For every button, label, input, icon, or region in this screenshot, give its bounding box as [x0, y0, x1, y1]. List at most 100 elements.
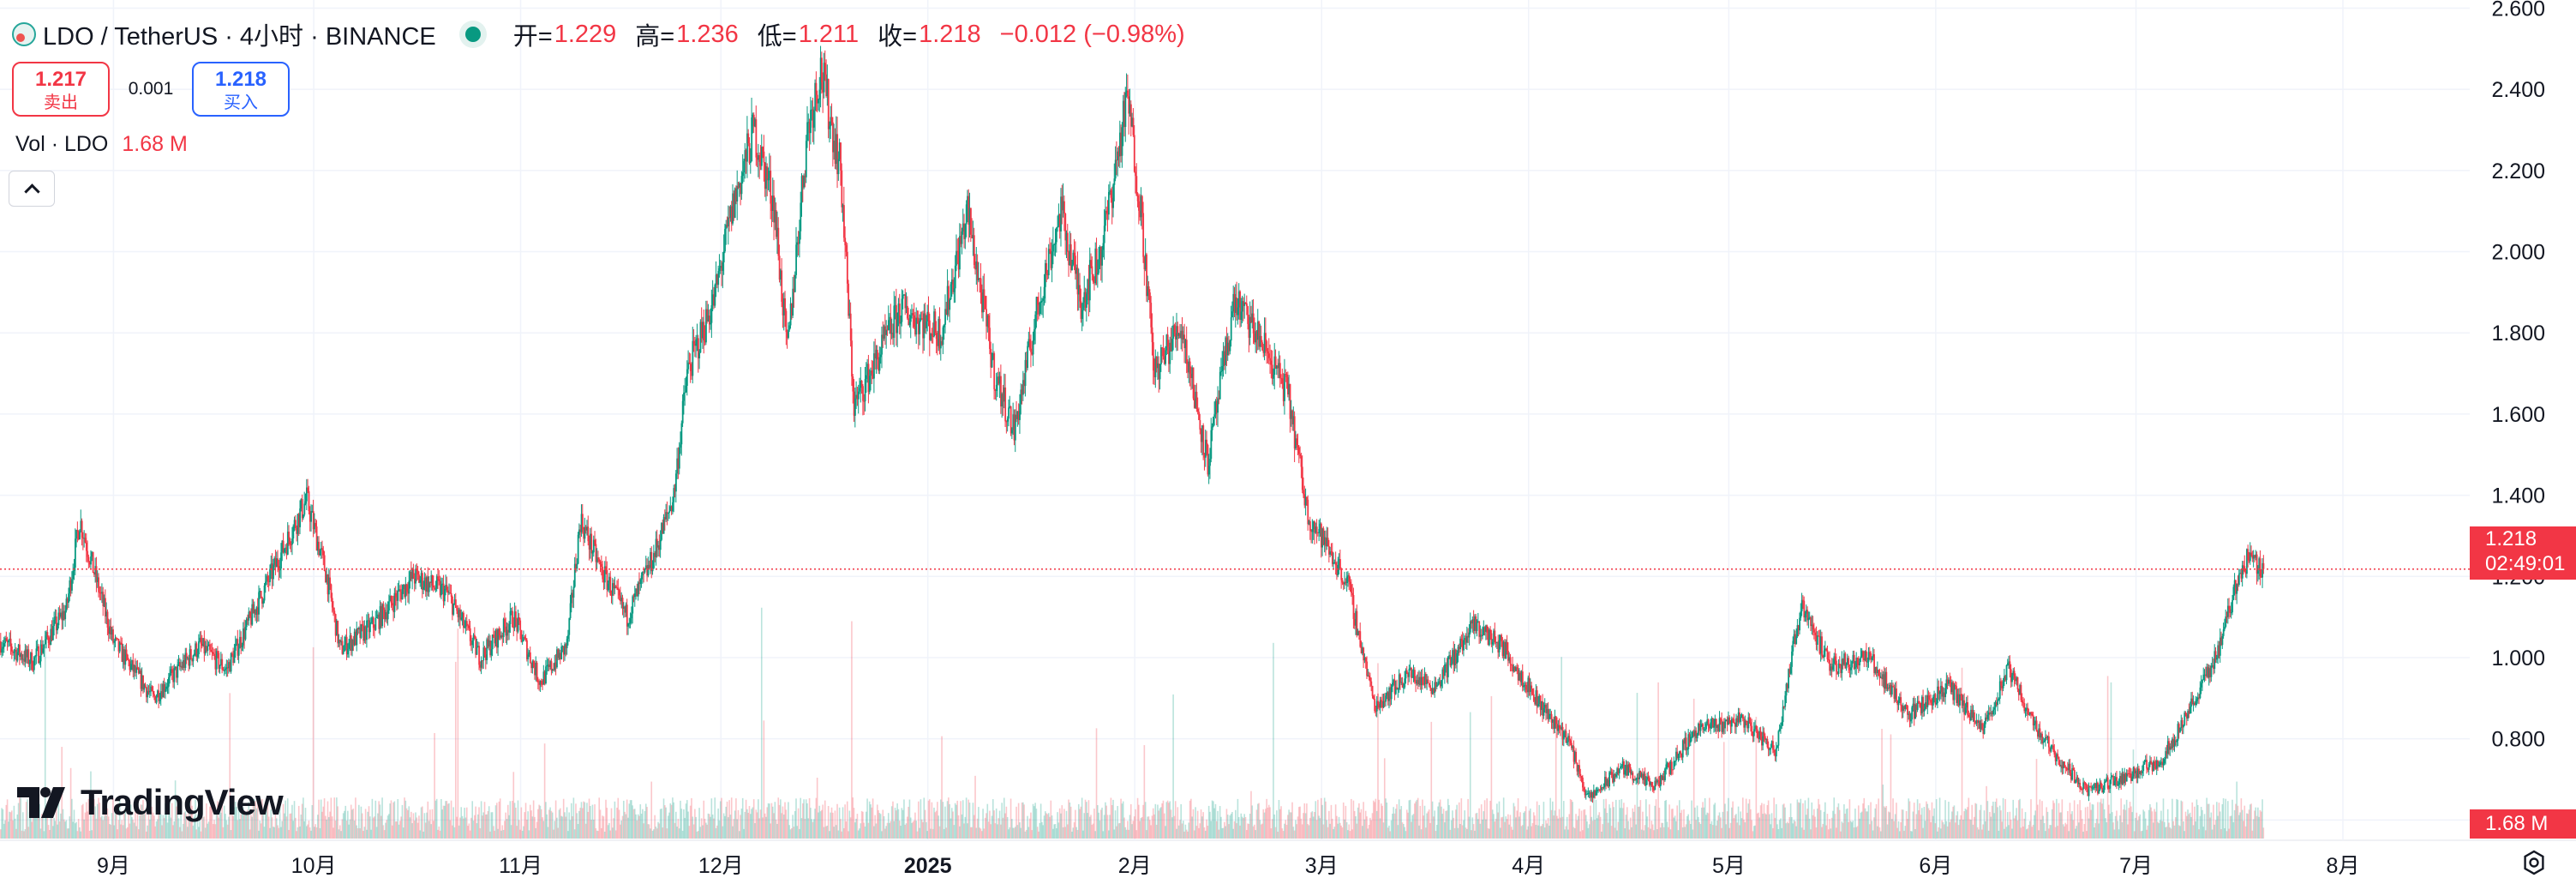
volume-bar: [1637, 806, 1639, 839]
volume-bar: [2083, 823, 2086, 839]
volume-bar: [182, 823, 184, 839]
volume-bar: [662, 827, 664, 839]
candle-body: [1125, 90, 1128, 93]
candle-body: [1417, 680, 1419, 685]
volume-bar: [1501, 817, 1502, 839]
candle-body: [1597, 789, 1600, 791]
volume-bar: [1655, 799, 1657, 839]
candle-body: [169, 673, 171, 677]
volume-bar: [1496, 803, 1498, 839]
candle-body: [1147, 286, 1149, 297]
volume-bar: [435, 798, 438, 839]
volume-bar: [1811, 802, 1813, 839]
candle-body: [311, 511, 314, 513]
volume-bar: [1706, 812, 1709, 839]
volume-bar: [1226, 815, 1229, 839]
candle-body: [1471, 619, 1474, 624]
volume-bar: [125, 828, 128, 839]
candle-body: [1300, 456, 1303, 467]
volume-bar: [2067, 810, 2069, 839]
volume-bar: [2222, 798, 2225, 839]
volume-bar: [807, 818, 810, 839]
candle-body: [804, 175, 806, 177]
candle-body: [446, 585, 448, 591]
candle-body: [93, 573, 95, 575]
candle-body: [1407, 673, 1410, 677]
candle-body: [1489, 629, 1492, 634]
volume-bar: [1841, 821, 1843, 839]
volume-bar: [380, 815, 382, 839]
volume-bar: [1079, 809, 1081, 839]
volume-bar: [2135, 817, 2136, 839]
volume-bar: [262, 813, 264, 839]
volume-bar: [2229, 815, 2232, 839]
volume-bar: [1269, 807, 1271, 839]
volume-bar: [740, 815, 741, 839]
candle-body: [170, 669, 172, 674]
candle-body: [251, 604, 254, 625]
volume-bar: [222, 827, 225, 839]
volume-bar: [1147, 816, 1150, 839]
volume-bar: [1610, 826, 1613, 839]
volume-bar: [1946, 826, 1949, 839]
candle-body: [1247, 305, 1249, 324]
volume-bar: [550, 810, 553, 839]
candle-body: [1017, 411, 1020, 420]
candle-body: [1039, 303, 1041, 315]
volume-bar: [1200, 809, 1202, 839]
volume-bar: [658, 823, 661, 839]
candle-body: [236, 639, 238, 645]
volume-bar: [103, 816, 105, 839]
volume-bar: [532, 800, 535, 839]
volume-bar: [549, 807, 551, 839]
candle-body: [995, 384, 997, 391]
volume-bar: [976, 818, 979, 839]
candle-body: [405, 584, 408, 592]
candle-body: [1501, 634, 1503, 642]
volume-bar: [2218, 803, 2220, 839]
candle-body: [642, 571, 644, 576]
volume-bar: [654, 815, 656, 839]
volume-bar: [15, 828, 17, 839]
volume-bar: [1889, 812, 1890, 839]
candle-body: [1209, 459, 1211, 466]
volume-bar: [643, 823, 644, 839]
candle-body: [539, 681, 542, 685]
candle-body: [488, 640, 490, 647]
volume-bar: [2076, 804, 2079, 839]
volume-bar: [829, 831, 830, 839]
volume-bar: [621, 815, 624, 839]
volume-bar: [1255, 809, 1258, 839]
volume-bar: [1567, 829, 1569, 839]
time-tick-label: 6月: [1919, 854, 1952, 878]
volume-bar: [732, 826, 734, 839]
candle-body: [1033, 329, 1035, 341]
candle-body: [908, 322, 911, 326]
volume-bar: [1262, 809, 1265, 839]
volume-bar: [560, 815, 562, 839]
candle-body: [1133, 135, 1135, 172]
volume-bar: [1525, 806, 1527, 839]
volume-bar: [1482, 819, 1483, 839]
volume-bar: [234, 802, 237, 839]
volume-bar: [751, 809, 752, 839]
volume-bar: [1747, 803, 1750, 839]
volume-bar: [1400, 806, 1403, 839]
candle-body: [1069, 244, 1072, 270]
volume-bar: [622, 800, 625, 839]
volume-bar: [1151, 815, 1153, 839]
volume-bar: [169, 801, 171, 839]
volume-bar: [1248, 823, 1250, 839]
volume-bar: [2199, 815, 2202, 839]
volume-bar: [1004, 813, 1006, 839]
volume-bar: [1860, 812, 1862, 839]
volume-bar: [338, 825, 341, 839]
candle-body: [1493, 630, 1495, 643]
volume-bar: [2174, 817, 2177, 839]
candle-body: [654, 553, 656, 557]
volume-bar: [1650, 821, 1653, 839]
candle-body: [147, 690, 150, 692]
volume-bar: [1678, 800, 1680, 839]
volume-bar: [2089, 802, 2091, 839]
